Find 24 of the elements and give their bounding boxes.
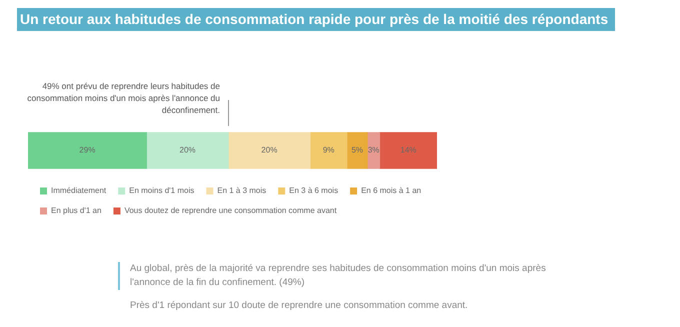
bar <box>146 132 229 169</box>
legend-label: En 3 à 6 mois <box>289 186 338 196</box>
data-label: 14% <box>400 146 416 155</box>
data-label: 9% <box>322 146 334 155</box>
legend-label: En 6 mois à 1 an <box>361 186 422 196</box>
data-label: 20% <box>261 146 278 155</box>
data-label: 5% <box>351 146 364 155</box>
legend-label: Vous doutez de reprendre une consommation comme avant <box>124 206 338 216</box>
legend-label: En plus d'1 an <box>51 206 102 216</box>
legend-label: En moins d'1 mois <box>129 186 194 196</box>
bar <box>346 132 368 169</box>
text: 49% ont prévu de reprendre leurs habitudes de consommation moins d'un mois après l'annonce du déconfinement. <box>26 80 220 116</box>
bar <box>28 132 147 169</box>
data-label: 29% <box>79 146 96 155</box>
data-label: 20% <box>180 146 196 155</box>
bar <box>228 132 311 169</box>
bar <box>379 132 437 169</box>
bar <box>310 132 348 169</box>
chart-title: Un retour aux habitudes de consommation rapide pour près de la moitié des répondants <box>17 8 615 31</box>
legend-label: Immédiatement <box>51 186 107 196</box>
text: Au global, près de la majorité va reprendre ses habitudes de consommation moins d'un mois après l'annonce de la fin du confinement. (49%) <box>118 262 558 290</box>
text: Près d'1 répondant sur 10 doute de reprendre une consommation comme avant. <box>129 300 469 311</box>
legend-label: En 1 à 3 mois <box>217 186 266 196</box>
data-label: 3% <box>368 146 380 155</box>
